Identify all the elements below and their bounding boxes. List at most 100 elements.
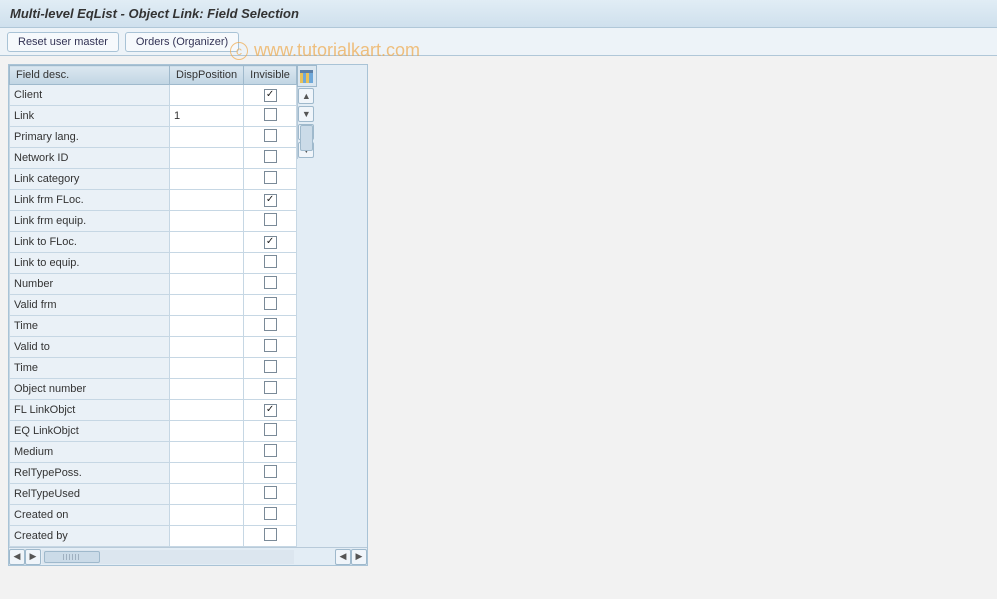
invisible-checkbox[interactable]	[264, 129, 277, 142]
cell-field-desc[interactable]: Time	[10, 358, 170, 379]
scroll-left-arrow-icon[interactable]: ◀	[9, 549, 25, 565]
cell-disp-position[interactable]	[170, 505, 244, 526]
vertical-scrollbar[interactable]: ▲ ▼ ▲ ▼	[297, 87, 315, 159]
cell-field-desc[interactable]: Object number	[10, 379, 170, 400]
invisible-checkbox[interactable]	[264, 360, 277, 373]
cell-field-desc[interactable]: Created on	[10, 505, 170, 526]
cell-field-desc[interactable]: Network ID	[10, 148, 170, 169]
invisible-checkbox[interactable]	[264, 444, 277, 457]
cell-field-desc[interactable]: Time	[10, 316, 170, 337]
scroll-right-small-arrow-icon[interactable]: ▶	[25, 549, 41, 565]
invisible-checkbox[interactable]	[264, 150, 277, 163]
invisible-checkbox[interactable]	[264, 236, 277, 249]
invisible-checkbox[interactable]	[264, 213, 277, 226]
table-row[interactable]: Created on	[10, 505, 297, 526]
cell-field-desc[interactable]: Link frm equip.	[10, 211, 170, 232]
invisible-checkbox[interactable]	[264, 404, 277, 417]
cell-disp-position[interactable]	[170, 484, 244, 505]
table-row[interactable]: RelTypeUsed	[10, 484, 297, 505]
table-row[interactable]: Valid to	[10, 337, 297, 358]
cell-disp-position[interactable]	[170, 442, 244, 463]
table-row[interactable]: Time	[10, 316, 297, 337]
cell-disp-position[interactable]	[170, 379, 244, 400]
cell-disp-position[interactable]	[170, 400, 244, 421]
cell-field-desc[interactable]: EQ LinkObjct	[10, 421, 170, 442]
table-row[interactable]: Link to equip.	[10, 253, 297, 274]
invisible-checkbox[interactable]	[264, 297, 277, 310]
cell-disp-position[interactable]	[170, 85, 244, 106]
cell-field-desc[interactable]: Link to FLoc.	[10, 232, 170, 253]
table-row[interactable]: Medium	[10, 442, 297, 463]
table-row[interactable]: Network ID	[10, 148, 297, 169]
cell-disp-position[interactable]	[170, 148, 244, 169]
table-row[interactable]: EQ LinkObjct	[10, 421, 297, 442]
invisible-checkbox[interactable]	[264, 528, 277, 541]
cell-field-desc[interactable]: Link category	[10, 169, 170, 190]
scroll-right-arrow-icon[interactable]: ▶	[351, 549, 367, 565]
table-row[interactable]: FL LinkObjct	[10, 400, 297, 421]
invisible-checkbox[interactable]	[264, 318, 277, 331]
cell-disp-position[interactable]	[170, 190, 244, 211]
scroll-down-small-arrow-icon[interactable]: ▼	[298, 106, 314, 122]
cell-disp-position[interactable]	[170, 253, 244, 274]
cell-field-desc[interactable]: Link	[10, 106, 170, 127]
cell-field-desc[interactable]: Created by	[10, 526, 170, 547]
cell-field-desc[interactable]: RelTypeUsed	[10, 484, 170, 505]
table-row[interactable]: Link1	[10, 106, 297, 127]
grid-settings-button[interactable]	[297, 65, 317, 87]
cell-field-desc[interactable]: Primary lang.	[10, 127, 170, 148]
vscroll-thumb[interactable]	[300, 125, 313, 151]
cell-disp-position[interactable]	[170, 169, 244, 190]
cell-field-desc[interactable]: Valid to	[10, 337, 170, 358]
hscroll-track[interactable]	[42, 550, 294, 564]
cell-field-desc[interactable]: Client	[10, 85, 170, 106]
invisible-checkbox[interactable]	[264, 486, 277, 499]
table-row[interactable]: Valid frm	[10, 295, 297, 316]
column-header-invisible[interactable]: Invisible	[244, 66, 297, 85]
invisible-checkbox[interactable]	[264, 465, 277, 478]
invisible-checkbox[interactable]	[264, 255, 277, 268]
invisible-checkbox[interactable]	[264, 381, 277, 394]
cell-disp-position[interactable]	[170, 295, 244, 316]
cell-disp-position[interactable]	[170, 316, 244, 337]
cell-field-desc[interactable]: Link frm FLoc.	[10, 190, 170, 211]
invisible-checkbox[interactable]	[264, 339, 277, 352]
column-header-field-desc[interactable]: Field desc.	[10, 66, 170, 85]
invisible-checkbox[interactable]	[264, 194, 277, 207]
table-row[interactable]: Created by	[10, 526, 297, 547]
table-row[interactable]: Link category	[10, 169, 297, 190]
cell-field-desc[interactable]: Valid frm	[10, 295, 170, 316]
orders-organizer-button[interactable]: Orders (Organizer)	[125, 32, 239, 52]
cell-disp-position[interactable]	[170, 274, 244, 295]
cell-disp-position[interactable]	[170, 421, 244, 442]
table-row[interactable]: Primary lang.	[10, 127, 297, 148]
table-row[interactable]: Object number	[10, 379, 297, 400]
invisible-checkbox[interactable]	[264, 89, 277, 102]
scroll-left-end-arrow-icon[interactable]: ◀	[335, 549, 351, 565]
cell-disp-position[interactable]: 1	[170, 106, 244, 127]
cell-disp-position[interactable]	[170, 526, 244, 547]
table-row[interactable]: RelTypePoss.	[10, 463, 297, 484]
hscroll-thumb[interactable]	[44, 551, 100, 563]
cell-field-desc[interactable]: Number	[10, 274, 170, 295]
cell-field-desc[interactable]: FL LinkObjct	[10, 400, 170, 421]
cell-disp-position[interactable]	[170, 463, 244, 484]
table-row[interactable]: Link frm equip.	[10, 211, 297, 232]
cell-field-desc[interactable]: Medium	[10, 442, 170, 463]
invisible-checkbox[interactable]	[264, 276, 277, 289]
table-row[interactable]: Link frm FLoc.	[10, 190, 297, 211]
invisible-checkbox[interactable]	[264, 423, 277, 436]
cell-disp-position[interactable]	[170, 337, 244, 358]
table-row[interactable]: Number	[10, 274, 297, 295]
cell-field-desc[interactable]: Link to equip.	[10, 253, 170, 274]
column-header-disp-position[interactable]: DispPosition	[170, 66, 244, 85]
cell-disp-position[interactable]	[170, 358, 244, 379]
cell-disp-position[interactable]	[170, 211, 244, 232]
invisible-checkbox[interactable]	[264, 108, 277, 121]
table-row[interactable]: Link to FLoc.	[10, 232, 297, 253]
cell-disp-position[interactable]	[170, 232, 244, 253]
invisible-checkbox[interactable]	[264, 507, 277, 520]
cell-field-desc[interactable]: RelTypePoss.	[10, 463, 170, 484]
horizontal-scrollbar[interactable]: ◀ ▶ ◀ ▶	[9, 547, 367, 565]
cell-disp-position[interactable]	[170, 127, 244, 148]
